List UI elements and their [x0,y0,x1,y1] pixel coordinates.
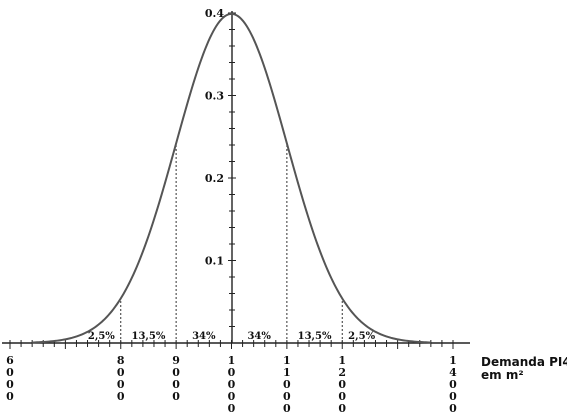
y-tick-label: 0.3 [205,90,224,103]
x-axis-unit: em m² [481,368,524,382]
y-tick-labels: 0.1 0.2 0.3 0.4 [205,7,224,268]
region-label: 34% [247,331,271,342]
region-percentage-labels: 2,5% 13,5% 34% 34% 13,5% 2,5% [88,331,376,342]
y-tick-label: 0.1 [205,255,224,268]
region-label: 13,5% [132,331,166,342]
region-label: 2,5% [348,331,375,342]
density-curve [32,12,431,344]
axes [2,11,470,349]
boundary-lines [120,143,343,343]
x-axis-title: Demanda PI4 em m² [481,355,567,382]
x-tick-labels: 6 0 0 0 8 0 0 0 9 0 0 0 1 0 0 0 0 1 1 0 0 0 1 2 0 0 0 1 4 0 0 0 [6,354,457,415]
region-label: 2,5% [88,331,115,342]
x-axis-label: Demanda PI4 [481,355,567,369]
region-label: 34% [192,331,216,342]
region-label: 13,5% [298,331,332,342]
y-tick-label: 0.2 [205,172,224,185]
y-tick-label: 0.4 [205,7,224,20]
density-curve-path [32,12,431,344]
